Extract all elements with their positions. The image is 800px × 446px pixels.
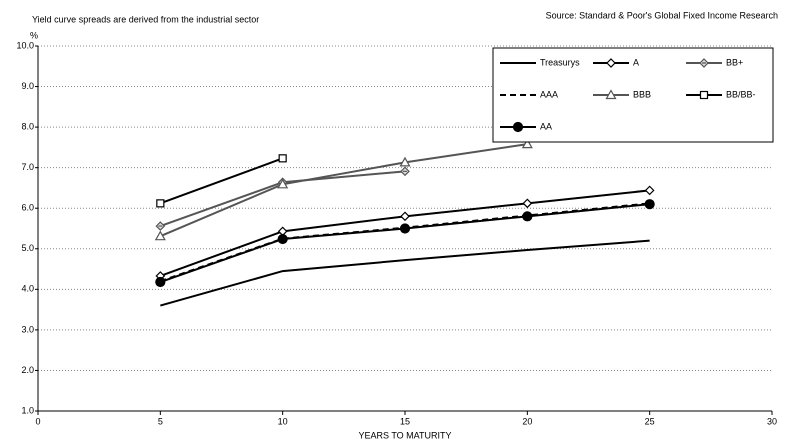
y-tick-label: 4.0 (21, 284, 34, 294)
marker (155, 221, 166, 231)
marker (606, 58, 616, 68)
series-line (160, 239, 650, 307)
y-tick-label: 1.0 (21, 405, 34, 415)
y-tick-label: 5.0 (21, 243, 34, 253)
x-tick-label: 15 (400, 416, 410, 426)
marker (154, 230, 166, 241)
x-tick-label: 20 (522, 416, 532, 426)
chart-note: Yield curve spreads are derived from the… (32, 14, 259, 24)
marker (644, 185, 655, 196)
x-tick-label: 0 (35, 416, 40, 426)
marker (644, 199, 655, 210)
marker (277, 178, 289, 189)
legend-label: BB+ (726, 57, 743, 67)
y-tick-label: 8.0 (21, 121, 34, 131)
legend-box (492, 47, 774, 143)
y-tick-label: 10.0 (16, 40, 34, 50)
legend-label: BB/BB- (726, 89, 756, 99)
legend-label: Treasurys (540, 57, 580, 67)
marker (605, 89, 617, 100)
y-tick-label: 2.0 (21, 365, 34, 375)
y-tick-label: 6.0 (21, 203, 34, 213)
marker (699, 58, 709, 68)
y-tick-label: 7.0 (21, 162, 34, 172)
y-tick-label: 3.0 (21, 324, 34, 334)
marker (155, 276, 166, 288)
legend-label: AAA (540, 89, 558, 99)
legend-label: AA (540, 121, 552, 131)
marker (521, 138, 533, 149)
y-unit: % (30, 30, 38, 40)
x-tick-label: 30 (767, 416, 777, 426)
x-tick-label: 25 (645, 416, 655, 426)
marker (277, 233, 288, 245)
marker (699, 90, 709, 100)
chart-source: Source: Standard & Poor's Global Fixed I… (546, 10, 778, 20)
series-line (159, 157, 284, 205)
marker (399, 223, 411, 234)
marker (278, 154, 287, 163)
marker (399, 156, 411, 167)
marker (400, 166, 410, 177)
x-tick-label: 10 (278, 416, 288, 426)
y-tick-label: 9.0 (21, 81, 34, 91)
marker (522, 211, 533, 222)
marker (522, 198, 533, 209)
series-line (159, 143, 528, 238)
marker (512, 121, 524, 133)
legend-label: A (633, 57, 639, 67)
x-axis-label: YEARS TO MATURITY (358, 430, 451, 440)
marker (400, 211, 410, 222)
x-tick-label: 5 (158, 416, 163, 426)
marker (156, 199, 165, 208)
legend-label: BBB (633, 89, 651, 99)
